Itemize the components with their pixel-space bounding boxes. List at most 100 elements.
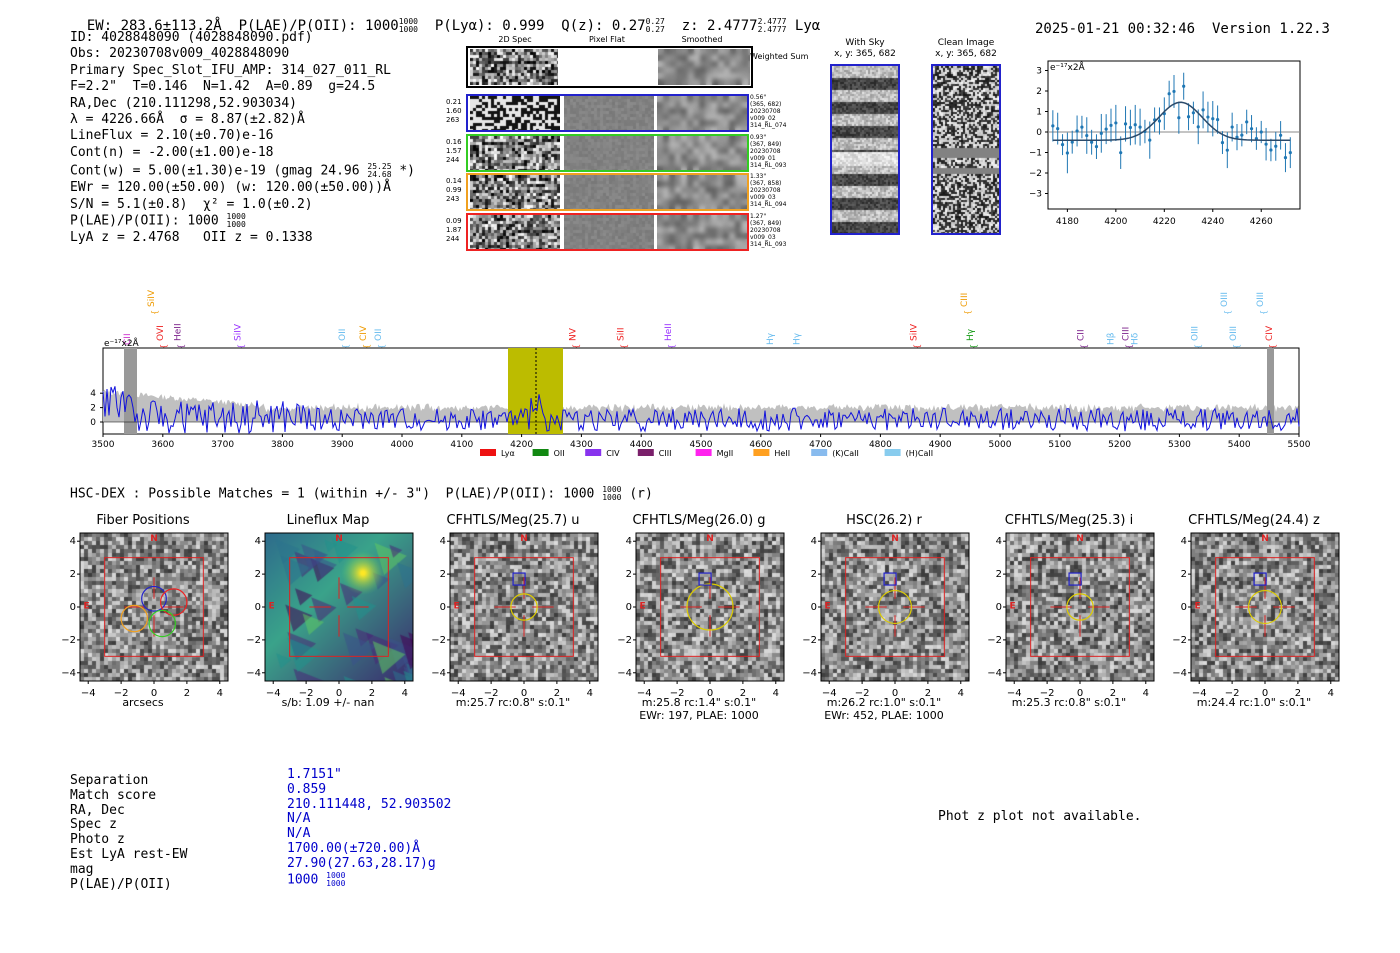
fiber-smoothed [657, 175, 747, 209]
match-field-label: Spec z [70, 817, 117, 833]
imaging-caption: arcsecs [122, 696, 164, 709]
emission-line-brace: { [1232, 344, 1241, 349]
fiber-weight-labels: 0.14 0.99 243 [446, 177, 462, 203]
spectrum-x-tick: 5500 [1288, 440, 1311, 450]
spectrum-x-tick: 4300 [570, 440, 593, 450]
match-field-value: 1700.00(±720.00)Å [287, 840, 421, 856]
emission-line-label: OII [338, 329, 348, 341]
spectrum-y-tick: 4 [90, 389, 96, 399]
emission-line-brace: { [362, 344, 371, 349]
match-field-label: mag [70, 861, 94, 877]
cutout-frame [449, 532, 599, 682]
match-field-label: Photo z [70, 832, 125, 848]
fit-unit-label: e⁻¹⁷x2Å [1050, 61, 1086, 73]
cutout-y-tick: 2 [626, 569, 632, 580]
match-field-value: 0.859 [287, 781, 327, 797]
imaging-caption-secondary: EWr: 197, PLAE: 1000 [639, 709, 759, 722]
emission-line-label: CIV [1265, 325, 1275, 341]
cutout-x-tick: 0 [1262, 688, 1268, 699]
cutout-y-tick: 4 [70, 536, 76, 547]
cutout-y-tick: 4 [811, 536, 817, 547]
detection-info: ID: 4028848090 (4028848090.pdf) Obs: 202… [70, 30, 415, 246]
fit-point [1245, 120, 1249, 124]
timestamp: 2025-01-21 00:32:46 [1034, 21, 1196, 37]
imaging-overlay: N E 4 2 0 −2 −4 −4 −2 0 2 4 [61, 532, 229, 699]
fiber-pixel-flat [564, 214, 654, 249]
emission-line-label: CIII [1122, 327, 1132, 341]
emission-line-label: OIII [1256, 292, 1266, 307]
fit-point [1254, 136, 1258, 141]
east-label: E [268, 602, 274, 612]
cutout-y-tick: 2 [811, 569, 817, 580]
fit-point [1065, 151, 1069, 155]
catalog-match-box [883, 572, 897, 586]
emission-line-label: Hγ [966, 328, 976, 341]
north-label: N [1261, 534, 1269, 544]
fit-point [1240, 133, 1244, 137]
fit-point [1269, 148, 1273, 152]
spectrum-x-tick: 5100 [1048, 440, 1071, 450]
spectrum-y-tick: 0 [90, 418, 96, 428]
cutout-y-tick: −2 [802, 635, 817, 646]
fit-point [1264, 142, 1268, 146]
info-lyaz: LyA z = 2.4768 OII z = 0.1338 [70, 229, 313, 245]
cutout-frame [1190, 532, 1340, 682]
fit-x-tick: 4220 [1153, 217, 1176, 227]
imaging-overlay: N E 4 2 0 −2 −4 −4 −2 0 2 4 [1172, 532, 1340, 699]
search-box [474, 557, 574, 657]
header-summary: EW: 283.6±113.2Å P(LAE)/P(OII): 10001000… [70, 2, 820, 35]
full-spectrum-plot: CII{SiIV{OVI{HeII{SiIV{OII{CIV{OII{NV{Si… [90, 289, 1311, 458]
fit-point [1167, 92, 1171, 96]
match-field-value: 210.111448, 52.903502 [287, 796, 452, 812]
cutout-frame [635, 532, 785, 682]
cutout-x-tick: 0 [707, 688, 713, 699]
fit-point [1249, 127, 1254, 131]
east-label: E [83, 602, 89, 612]
cutout-y-tick: 0 [1181, 602, 1187, 613]
cutout-y-tick: 0 [255, 602, 261, 613]
cutout-x-tick: 4 [1143, 688, 1149, 699]
fit-y-tick: 0 [1036, 128, 1042, 138]
spectrum-x-tick: 3600 [151, 440, 174, 450]
emission-line-label: NV [568, 327, 578, 341]
fit-x-tick: 4200 [1104, 217, 1127, 227]
fit-point [1274, 144, 1278, 148]
cutout-x-tick: 2 [925, 688, 931, 699]
fit-point [1070, 140, 1074, 144]
imaging-caption: m:24.4 rc:1.0" s:0.1" [1196, 696, 1312, 709]
emission-line-brace: { [963, 310, 972, 315]
emission-line-brace: { [571, 344, 580, 349]
spectrum-x-tick: 4200 [510, 440, 533, 450]
fiber-detail-labels: 1.33" (367, 858) 20230708 v009_03 314_RL_094 [750, 173, 787, 208]
emission-line-brace: { [159, 344, 168, 349]
hsc-dex-title: HSC-DEX : Possible Matches = 1 (within +… [70, 485, 653, 502]
imaging-caption-secondary: EWr: 452, PLAE: 1000 [824, 709, 944, 722]
emission-line-labels: CII{SiIV{OVI{HeII{SiIV{OII{CIV{OII{NV{Si… [123, 289, 1277, 353]
cutout-y-tick: −4 [802, 668, 817, 679]
emission-line-label: HeII [174, 323, 184, 341]
cutout-frame [820, 532, 970, 682]
fiber-detail-labels: 0.93" (367, 849) 20230708 v009_01 314_RL_093 [750, 133, 787, 169]
aperture-circle [1247, 589, 1283, 625]
emission-line-label: Hγ [793, 332, 803, 345]
imaging-caption: m:25.3 rc:0.8" s:0.1" [1011, 696, 1127, 709]
legend-swatch [532, 449, 549, 456]
fit-point [1148, 138, 1152, 142]
aperture-circle [148, 609, 176, 638]
emission-line-brace: { [1193, 344, 1202, 349]
cutout-x-tick: 0 [892, 688, 898, 699]
match-field-value: N/A [287, 811, 311, 827]
fiber-smoothed [657, 96, 747, 130]
clean-image-header: Clean Image x, y: 365, 682 [935, 38, 997, 59]
match-field-label: Separation [70, 773, 149, 788]
fit-point [1094, 145, 1099, 149]
cutout-y-tick: −2 [987, 635, 1002, 646]
info-lambda: λ = 4226.66Å σ = 8.87(±2.82)Å [70, 112, 305, 128]
cutout-y-tick: −4 [431, 668, 446, 679]
emission-line-label: HeII [664, 323, 674, 341]
legend-swatch [480, 449, 496, 456]
fiber-pixel-flat [564, 96, 654, 130]
cutout-y-tick: −2 [246, 635, 261, 646]
fiber-pixel-flat [564, 135, 654, 170]
cutout-x-tick: 0 [521, 688, 527, 699]
